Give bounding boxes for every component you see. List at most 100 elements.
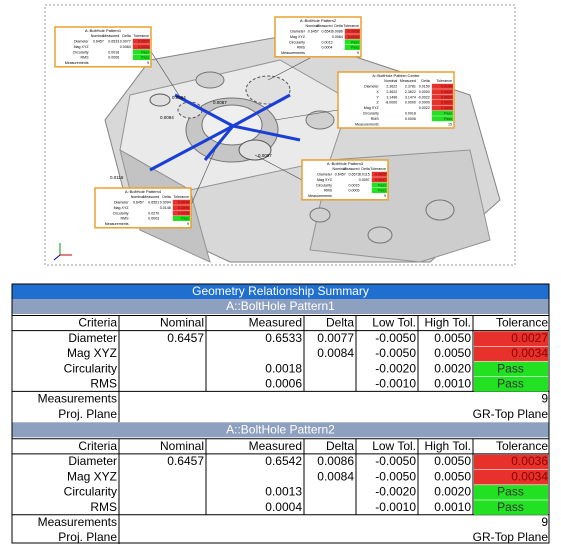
- leaders: [149, 49, 339, 206]
- callout-header: Measured: [103, 34, 119, 38]
- cell: 0.0036: [511, 454, 548, 468]
- row-label: Diameter: [68, 454, 117, 468]
- callout-header: Tolerance: [133, 34, 149, 38]
- callout-label: Measurements: [281, 51, 305, 55]
- callout-header: Measured: [316, 24, 332, 28]
- cell: 0.0020: [434, 361, 471, 375]
- callout-cell: 0.0034: [348, 35, 359, 39]
- callout-cell: 0.0077: [120, 39, 131, 43]
- cell: 0.0050: [434, 454, 471, 468]
- callout-cell: 2.3781: [405, 84, 416, 88]
- column-header: Tolerance: [496, 439, 548, 453]
- callout-label: Mag XYZ: [114, 206, 130, 210]
- callout-cell: 0.0036: [348, 29, 359, 33]
- callout-title: A::BoltHole Pattern Center: [372, 73, 420, 78]
- callout-cell: 0.0096: [178, 206, 189, 210]
- info-label: Measurements: [38, 392, 117, 406]
- column-header: Delta: [326, 439, 354, 453]
- callout-cell: 0.0000: [441, 101, 452, 105]
- callout-header: Delta: [361, 167, 369, 171]
- callout-cell: 0.6542: [321, 29, 332, 33]
- row-label: RMS: [90, 500, 117, 514]
- status-text: Pass: [497, 376, 524, 390]
- cell: 0.0027: [511, 331, 548, 345]
- cell: 0.0010: [434, 500, 471, 514]
- status-text: Pass: [497, 500, 524, 514]
- callout-label: Measurements: [105, 222, 129, 226]
- callout-cell: 2.3622: [405, 90, 416, 94]
- cell: 0.0077: [317, 331, 354, 345]
- callout-cell: 9: [384, 194, 386, 198]
- callout-cell: 15: [448, 122, 452, 126]
- table-border: [11, 283, 550, 544]
- callout-label: RMS: [324, 189, 333, 193]
- callout-status: [371, 182, 387, 188]
- callout-box: [54, 26, 152, 68]
- callout-status: [431, 94, 453, 100]
- callout-cell: 0.0013: [321, 40, 332, 44]
- info-value: GR-Top Plane: [473, 530, 549, 544]
- model-label: 0.0097: [258, 153, 272, 158]
- callout-cell: 0.6533: [108, 39, 119, 43]
- callout-cell: 0.0006: [108, 56, 119, 60]
- status-cell: [474, 454, 548, 470]
- info-label: Proj. Plane: [58, 530, 117, 544]
- cell: 0.0018: [265, 361, 302, 375]
- callout-label: Mag XYZ: [290, 35, 306, 39]
- callout-label: Circularity: [363, 111, 379, 115]
- callout-label: Diameter: [114, 200, 129, 204]
- model-label: 0.0116: [110, 175, 124, 180]
- callout-cell: 0.0094: [160, 200, 171, 204]
- info-value: GR-Top Plane: [473, 407, 549, 421]
- cell: 0.0034: [511, 469, 548, 483]
- status-cell: [474, 377, 548, 392]
- callout-cell: 0.6457: [133, 200, 144, 204]
- callout-label: RMS: [121, 217, 130, 221]
- callout-cell: 0.6457: [335, 172, 346, 176]
- callout-cell: 0.0146: [160, 206, 171, 210]
- callout-cell: 0.0015: [348, 183, 359, 187]
- callout-header: Measured: [143, 195, 159, 199]
- callout-header: Tolerance: [343, 24, 359, 28]
- callout-cell: 0.6457: [93, 39, 104, 43]
- callout-status: [344, 45, 360, 50]
- callout-title: A::BoltHole Pattern1: [85, 28, 122, 33]
- callout-cell: 0.0034: [138, 45, 149, 49]
- cell: -0.0050: [375, 346, 416, 360]
- callout-title: A::BoltHole Pattern3: [327, 161, 364, 166]
- callout-cell: 0.0109: [441, 84, 452, 88]
- callout-cell: 3.1474: [405, 95, 416, 99]
- callout-cell: Pass: [378, 183, 386, 187]
- callout-cell: 0.0003: [148, 217, 159, 221]
- callout-header: Tolerance: [173, 195, 189, 199]
- callout-cell: 0.0000: [419, 101, 430, 105]
- cell: 0.0050: [434, 331, 471, 345]
- callout-status: [431, 116, 453, 122]
- cell: 0.6542: [265, 454, 302, 468]
- callout-cell: 0.0044: [178, 200, 189, 204]
- callout-cell: 0.0018: [405, 111, 416, 115]
- callout-header: Tolerance: [436, 79, 452, 83]
- cell: 0.0010: [434, 376, 471, 390]
- callout-cell: 0.0006: [405, 117, 416, 121]
- callout-status: [431, 105, 453, 111]
- callout-cell: 0.0000: [441, 95, 452, 99]
- callout-label: Circularity: [316, 183, 332, 187]
- column-header: Measured: [249, 316, 302, 330]
- callout-cell: Pass: [378, 189, 386, 193]
- cell: 0.0086: [317, 454, 354, 468]
- callout-box: [94, 187, 192, 229]
- callout-header: Nominal: [384, 79, 397, 83]
- callout-header: Delta: [122, 34, 130, 38]
- callout-label: X: [376, 90, 379, 94]
- cell: -0.0010: [375, 500, 416, 514]
- callout-status: [371, 177, 387, 183]
- callout-label: Measurements: [65, 61, 89, 65]
- table-title: Geometry Relationship Summary: [192, 284, 369, 298]
- callout-cell: 0.0027: [138, 39, 149, 43]
- cell: -0.0020: [375, 485, 416, 499]
- callout-label: Measurements: [308, 194, 332, 198]
